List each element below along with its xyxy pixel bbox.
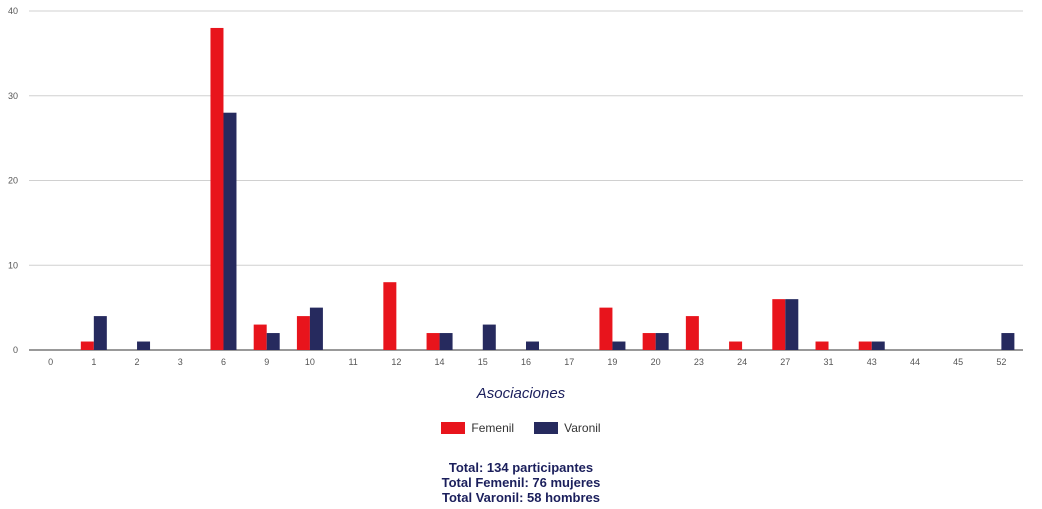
x-tick-label: 11 xyxy=(348,357,357,367)
x-tick-label: 10 xyxy=(305,357,315,367)
x-tick-label: 16 xyxy=(521,357,531,367)
bar-varonil-2[interactable] xyxy=(137,341,151,350)
y-tick-label: 40 xyxy=(8,6,18,16)
bar-varonil-27[interactable] xyxy=(785,299,799,350)
x-tick-label: 19 xyxy=(607,357,617,367)
x-tick-label: 23 xyxy=(694,357,704,367)
y-tick-label: 30 xyxy=(8,91,18,101)
x-tick-label: 31 xyxy=(824,357,834,367)
bar-femenil-1[interactable] xyxy=(80,341,94,350)
legend-label-varonil: Varonil xyxy=(564,421,601,435)
bar-varonil-14[interactable] xyxy=(439,333,453,350)
bar-femenil-9[interactable] xyxy=(253,324,267,350)
bar-femenil-43[interactable] xyxy=(858,341,872,350)
total-participants: Total: 134 participantes xyxy=(448,460,594,475)
x-tick-label: 2 xyxy=(135,357,140,367)
legend-item-varonil[interactable]: Varonil xyxy=(534,421,601,435)
y-tick-label: 10 xyxy=(8,260,18,270)
legend-swatch-varonil xyxy=(534,422,559,434)
total-varonil: Total Varonil: 58 hombres xyxy=(442,490,600,505)
x-tick-label: 15 xyxy=(478,357,488,367)
bar-varonil-19[interactable] xyxy=(612,341,626,350)
bar-femenil-10[interactable] xyxy=(296,316,310,350)
y-axis-ticks: 0 10 20 30 40 xyxy=(8,6,18,355)
bar-femenil-12[interactable] xyxy=(383,282,397,350)
x-tick-label: 43 xyxy=(867,357,877,367)
bar-varonil-1[interactable] xyxy=(93,316,107,350)
x-tick-label: 44 xyxy=(910,357,920,367)
bar-femenil-6[interactable] xyxy=(210,27,224,350)
x-tick-label: 1 xyxy=(91,357,96,367)
legend: Femenil Varonil xyxy=(0,421,1042,435)
bar-varonil-10[interactable] xyxy=(309,307,323,350)
x-tick-label: 0 xyxy=(48,357,53,367)
x-axis-label: Asociaciones xyxy=(476,385,566,402)
bar-femenil-20[interactable] xyxy=(642,333,656,350)
x-tick-label: 45 xyxy=(953,357,963,367)
bar-varonil-9[interactable] xyxy=(266,333,280,350)
bar-varonil-6[interactable] xyxy=(223,112,237,350)
bar-femenil-19[interactable] xyxy=(599,307,613,350)
x-axis-ticks: 0 1 2 3 6 9 10 11 12 14 15 16 17 19 20 23 24 27 31 43 44 45 52 xyxy=(48,357,1006,367)
legend-swatch-femenil xyxy=(441,422,466,434)
x-tick-label: 20 xyxy=(651,357,661,367)
legend-label-femenil: Femenil xyxy=(471,421,515,435)
x-tick-label: 52 xyxy=(996,357,1006,367)
gridlines xyxy=(29,10,1023,351)
x-tick-label: 12 xyxy=(391,357,401,367)
totals-summary: Total: 134 participantes Total Femenil: … xyxy=(0,460,1042,505)
bar-varonil-20[interactable] xyxy=(655,333,669,350)
bar-femenil-24[interactable] xyxy=(729,341,743,350)
x-tick-label: 24 xyxy=(737,357,747,367)
bar-femenil-31[interactable] xyxy=(815,341,829,350)
x-tick-label: 17 xyxy=(564,357,574,367)
y-tick-label: 20 xyxy=(8,176,18,186)
bar-varonil-16[interactable] xyxy=(526,341,539,350)
bars xyxy=(80,27,1015,350)
x-tick-label: 14 xyxy=(435,357,445,367)
bar-femenil-14[interactable] xyxy=(426,333,440,350)
bar-femenil-27[interactable] xyxy=(772,299,786,350)
y-tick-label: 0 xyxy=(13,345,18,355)
bar-varonil-15[interactable] xyxy=(482,324,496,350)
bar-varonil-52[interactable] xyxy=(1001,333,1015,350)
bar-femenil-23[interactable] xyxy=(685,316,699,350)
x-tick-label: 27 xyxy=(780,357,790,367)
x-tick-label: 9 xyxy=(264,357,269,367)
x-tick-label: 6 xyxy=(221,357,226,367)
bar-varonil-43[interactable] xyxy=(871,341,885,350)
legend-item-femenil[interactable]: Femenil xyxy=(441,421,514,435)
total-femenil: Total Femenil: 76 mujeres xyxy=(441,475,601,490)
x-tick-label: 3 xyxy=(178,357,183,367)
